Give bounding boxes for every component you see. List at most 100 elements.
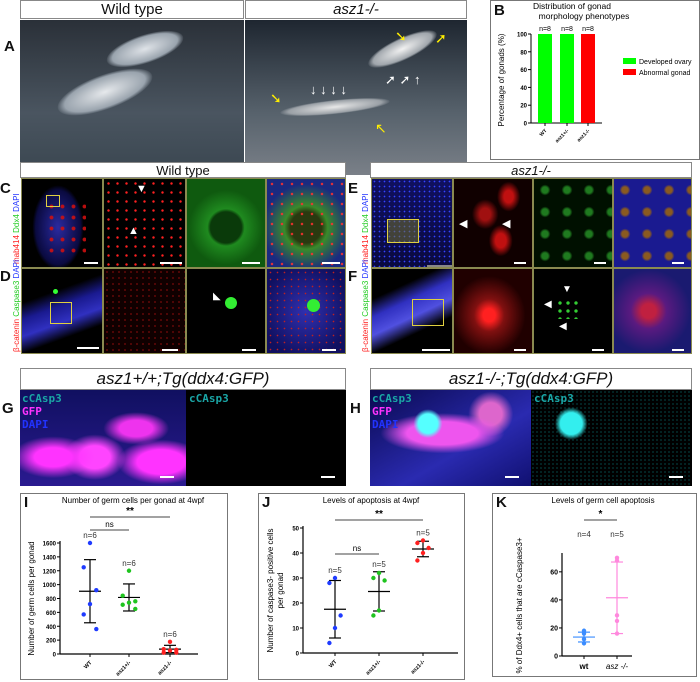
white-arrow-icon: ➚ ➚ ↑ [385,72,421,87]
panel-label-j: J [262,494,271,511]
data-point [87,601,93,607]
significance-label: ns [353,544,361,553]
y-axis-label: Percentage of gonads (%) [497,33,506,126]
legend-swatch [623,69,636,75]
data-point [167,648,173,653]
panel-label-c: C [0,180,11,197]
data-point [376,608,382,613]
data-point [614,558,620,563]
panel-h-right-channel-label: cCAsp3 [534,392,574,405]
data-point [371,613,376,618]
y-tick-label: 400 [46,625,57,631]
y-tick-label: 0 [296,652,300,658]
y-tick-label: 20 [292,602,299,608]
panel-g-channel-labels: cCAsp3 GFP DAPI [22,392,62,431]
legend-label: Abnormal gonad [639,70,690,77]
data-point [87,540,93,546]
white-arrow-icon: ↓ ↓ ↓ ↓ [310,82,347,97]
y-axis-label: % of Ddx4+ cells that are cCaspase3+ [515,537,524,673]
x-tick-label: asz1-/- [157,660,173,676]
panel-c-ddx4-zoom [186,178,266,268]
data-point [327,580,332,586]
data-point [167,639,173,645]
data-point [581,641,587,646]
data-point [327,640,332,646]
y-tick-label: 0 [53,653,57,659]
y-tick-label: 800 [46,597,57,603]
arrowhead-icon: ◣ [213,291,221,302]
panel-e-ddx4-zoom [533,178,613,268]
y-tick-label: 50 [292,527,299,533]
channel-labels-f: β-catenin Caspase3 DAPI [361,259,370,352]
bar [581,34,595,123]
panel-label-h: H [350,400,361,417]
germ-cell-apoptosis-dot-plot: Levels of germ cell apoptosis % of Ddx4+ … [515,496,655,674]
data-point [161,646,166,652]
data-point [81,612,86,617]
apoptosis-level-dot-plot: Levels of apoptosis at 4wpf Number of cas… [266,496,458,676]
n-label: n=8 [582,26,594,33]
panel-d-beta-catenin-zoom [103,268,186,354]
data-point [133,599,138,604]
legend-swatch [623,58,636,64]
data-point [614,613,620,618]
x-tick-label: asz1+/- [554,128,570,144]
panel-label-g: G [2,400,14,417]
yellow-arrow-icon: ➚ [435,30,447,46]
data-point [81,565,86,570]
chart-title: Distribution of gonad [533,1,611,11]
yellow-arrow-icon: ➘ [270,90,282,106]
panel-ef-title: asz1-/- [370,162,692,178]
significance-label: ** [375,509,383,520]
data-point [338,613,343,618]
y-tick-label: 30 [292,577,299,583]
panel-f-merge-overview [371,268,453,354]
arrowhead-icon: ◀ [459,218,468,230]
x-tick-label: wt [579,662,589,671]
panel-e-merge-zoom [613,178,692,268]
y-axis-label: Number of germ cells per gonad [27,541,36,655]
panel-g-right-channel-label: cCAsp3 [189,392,229,405]
y-tick-label: 1000 [43,583,57,589]
n-label: n=6 [83,531,97,540]
panel-h-title: asz1-/-;Tg(ddx4:GFP) [370,368,692,390]
y-tick-label: 1600 [43,542,57,548]
panel-j-chart-frame [258,493,465,680]
y-tick-label: 200 [46,639,57,645]
panel-label-i: I [24,494,29,511]
data-point [120,593,125,598]
data-point [376,570,382,576]
n-label: n=5 [416,529,430,538]
y-tick-label: 20 [520,104,527,110]
y-tick-label: 100 [517,33,528,39]
x-tick-label: asz -/- [606,662,629,671]
data-point [126,568,132,573]
n-label: n=6 [122,559,136,568]
panel-d-merge-zoom [266,268,346,354]
panel-a-left-title: Wild type [20,0,244,19]
yellow-arrow-icon: ➘ [395,28,407,44]
panel-label-k: K [496,494,507,511]
chart-title: Levels of germ cell apoptosis [551,496,654,505]
x-tick-label: WT [539,128,549,138]
y-tick-label: 80 [520,50,527,56]
germ-cell-count-dot-plot: Number of germ cells per gonad at 4wpf Nu… [27,496,205,677]
panel-a-right-title: asz1-/- [245,0,467,19]
data-point [126,600,132,605]
data-point [614,631,620,636]
data-point [581,636,587,642]
data-point [426,545,431,551]
panel-e-merge-overview [371,178,453,268]
y-tick-label: 10 [292,627,299,633]
x-tick-label: asz1-/- [410,659,426,675]
panel-label-d: D [0,268,11,285]
wildtype-gonad-photo [20,20,244,175]
arrowhead-icon: ▲ [128,225,139,237]
channel-labels-e: mab414 Ddx4 DAPI [361,193,370,264]
yellow-arrow-icon: ↖ [375,120,387,136]
y-tick-label: 0 [524,122,528,128]
panel-label-f: F [348,268,358,285]
panel-c-merge-zoom [266,178,346,268]
arrowhead-icon: ▼ [136,183,147,195]
panel-h-ccasp3-image: cCAsp3 [531,390,692,486]
